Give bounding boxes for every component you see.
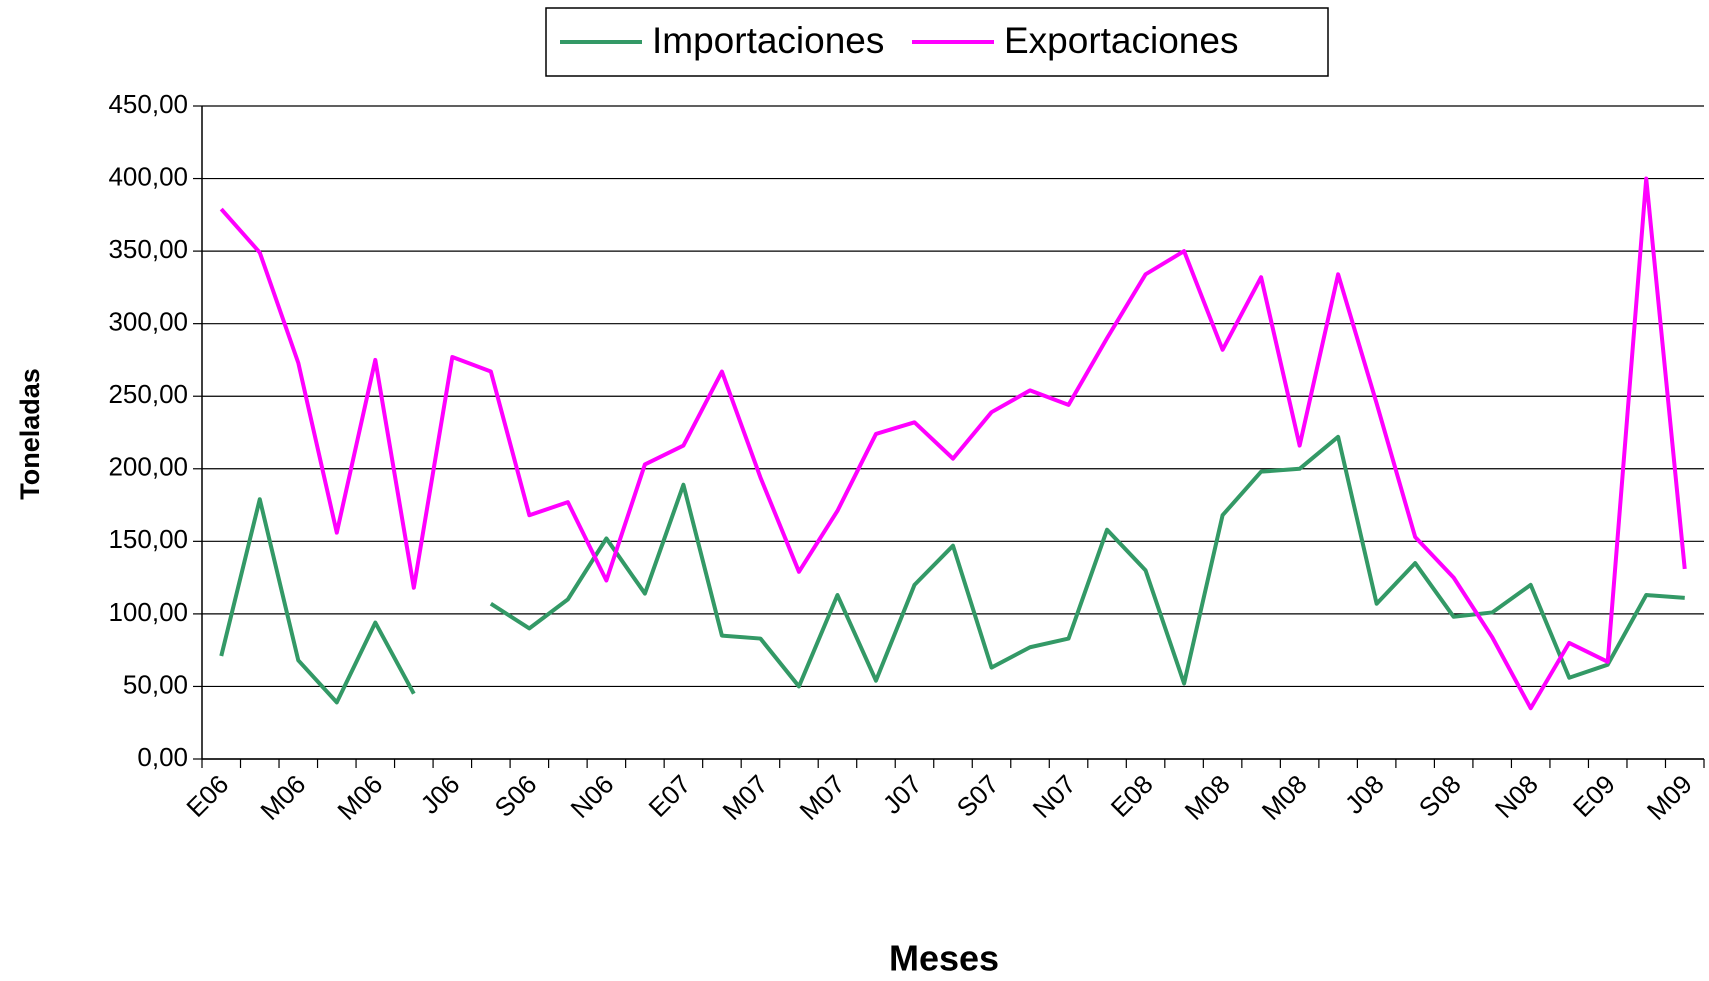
y-tick-label: 150,00	[108, 524, 188, 554]
legend-label: Importaciones	[652, 20, 884, 61]
series-line	[219, 434, 1685, 705]
y-tick-label: 250,00	[108, 379, 188, 409]
y-tick-label: 300,00	[108, 307, 188, 337]
x-axis-label: Meses	[889, 938, 999, 979]
y-tick-label: 350,00	[108, 234, 188, 264]
legend-label: Exportaciones	[1004, 20, 1238, 61]
y-tick-label: 50,00	[123, 669, 188, 699]
y-axis-label: Toneladas	[15, 368, 45, 500]
y-tick-label: 400,00	[108, 161, 188, 191]
y-tick-label: 100,00	[108, 597, 188, 627]
y-tick-label: 450,00	[108, 89, 188, 119]
series-line	[219, 176, 1687, 711]
y-tick-label: 200,00	[108, 452, 188, 482]
y-tick-label: 0,00	[137, 742, 188, 772]
